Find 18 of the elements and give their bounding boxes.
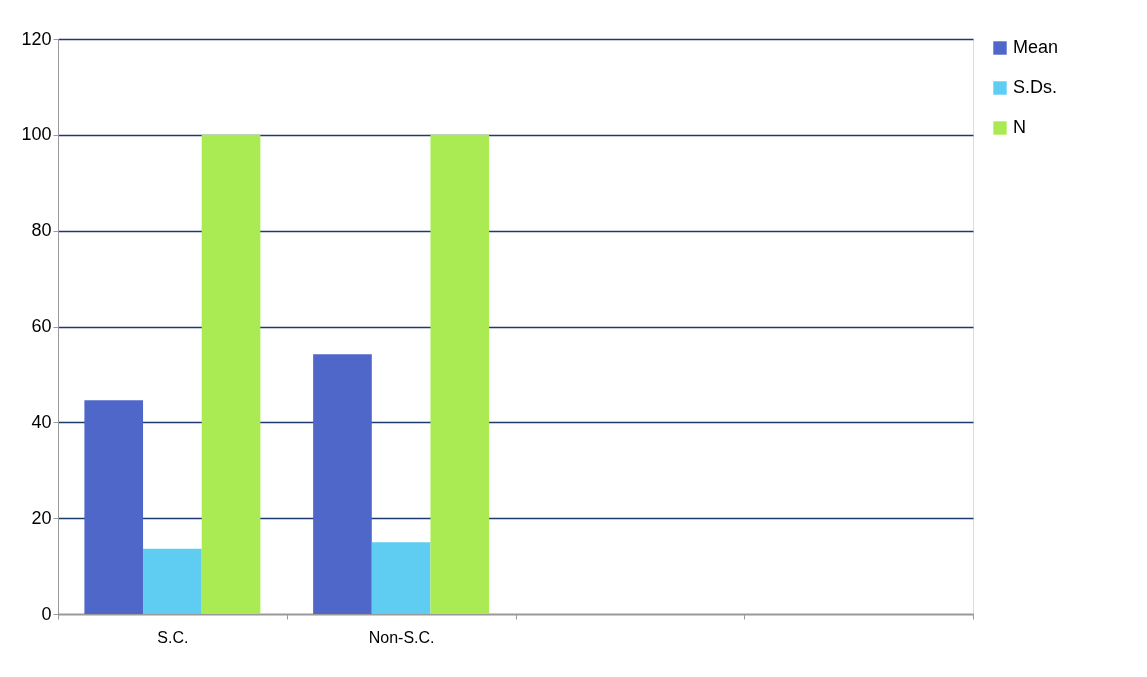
y-tick-label: 100	[21, 124, 52, 145]
bar	[371, 542, 431, 614]
y-tick-label: 80	[31, 220, 52, 241]
y-tick-label: 120	[21, 28, 52, 49]
y-tick-label: 40	[31, 411, 52, 432]
y-tick-label: 60	[31, 316, 52, 336]
bar	[84, 400, 144, 614]
bar	[143, 548, 202, 614]
y-tick-label: 0	[41, 603, 52, 624]
bar	[430, 134, 490, 614]
legend-label: N	[1013, 117, 1026, 137]
legend-label: S.Ds.	[1013, 77, 1058, 97]
bar	[201, 134, 261, 614]
x-tick-label: S.C.	[157, 628, 189, 646]
x-tick-label: Non-S.C.	[368, 628, 435, 646]
y-tick-label: 20	[31, 507, 52, 528]
bar	[313, 354, 372, 614]
legend-label: Mean	[1013, 37, 1059, 57]
